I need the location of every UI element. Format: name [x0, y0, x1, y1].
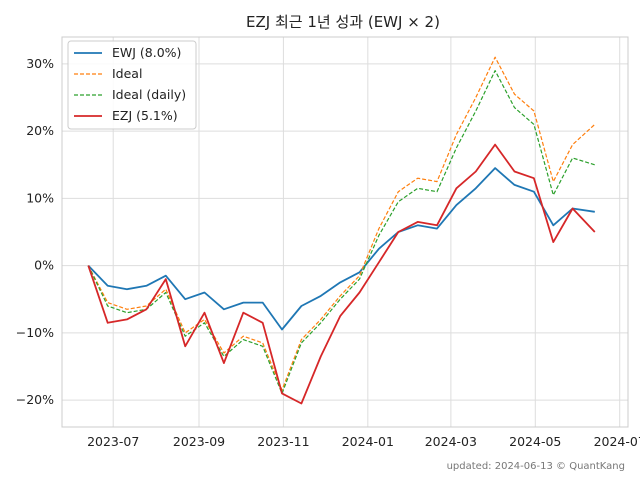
x-tick-label: 2023-07 [87, 434, 139, 449]
series-lines [87, 56, 596, 405]
x-tick-label: 2024-07 [594, 434, 640, 449]
legend-label: EWJ (8.0%) [112, 45, 181, 60]
x-tick-label: 2024-05 [509, 434, 561, 449]
series-line [87, 70, 595, 394]
x-tick-label: 2024-01 [342, 434, 394, 449]
x-tick-label: 2023-09 [173, 434, 225, 449]
series-line [87, 143, 596, 405]
legend-label: EZJ (5.1%) [112, 108, 178, 123]
legend: EWJ (8.0%) Ideal Ideal (daily) EZJ (5.1%) [67, 40, 197, 130]
y-tick-label: 20% [26, 123, 54, 138]
y-tick-label: −20% [16, 392, 54, 407]
series-line [87, 167, 595, 331]
chart-title: EZJ 최근 1년 성과 (EWJ × 2) [246, 13, 440, 31]
y-tick-label: 10% [26, 190, 54, 205]
legend-label: Ideal [112, 66, 142, 81]
legend-box [67, 40, 197, 130]
y-tick-label: 0% [34, 258, 54, 273]
footer-text: updated: 2024-06-13 © QuantKang [447, 461, 625, 472]
y-tick-label: 30% [26, 56, 54, 71]
legend-label: Ideal (daily) [112, 87, 186, 102]
x-tick-label: 2024-03 [425, 434, 477, 449]
plot-area [61, 36, 629, 428]
y-axis: 30% 20% 10% 0% −10% −20% [16, 56, 54, 407]
grid-lines [62, 37, 628, 427]
y-tick-label: −10% [16, 325, 54, 340]
x-axis: 2023-07 2023-09 2023-11 2024-01 2024-03 2024-… [87, 434, 640, 449]
x-tick-label: 2023-11 [257, 434, 309, 449]
